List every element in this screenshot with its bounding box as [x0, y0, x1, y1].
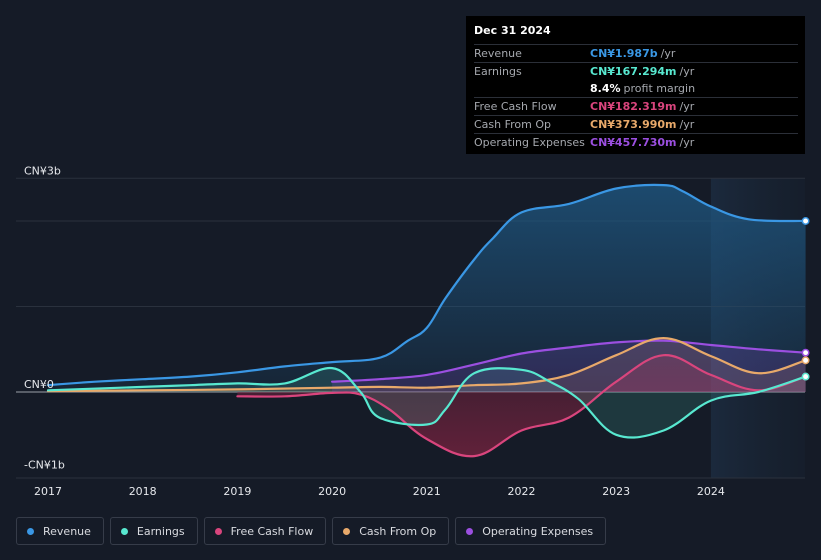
x-tick-label: 2020 [318, 485, 346, 498]
operating-expenses-end-marker [801, 348, 810, 357]
revenue-end-marker [801, 217, 810, 225]
tooltip-value: CN¥167.294m [590, 65, 677, 78]
earnings-line [46, 366, 807, 439]
legend-item-revenue[interactable]: Revenue [16, 517, 104, 545]
tooltip-row-operating-expenses: Operating Expenses CN¥457.730m /yr [474, 133, 798, 151]
chart: CN¥3b CN¥0 -CN¥1b 2017 2018 2019 2020 2021 2022 2… [16, 164, 810, 498]
legend-dot-icon [120, 527, 128, 535]
tooltip-unit: /yr [660, 47, 676, 60]
x-tick-label: 2017 [34, 485, 62, 498]
earnings-area [48, 367, 806, 438]
free-cash-flow-line [236, 354, 807, 458]
operating-expenses-area [332, 340, 806, 392]
legend-label: Earnings [136, 524, 185, 538]
tooltip-row-cash-from-op: Cash From Op CN¥373.990m /yr [474, 115, 798, 133]
tooltip-row-revenue: Revenue CN¥1.987b /yr [474, 44, 798, 62]
tooltip-unit: /yr [679, 118, 695, 131]
tooltip-value: CN¥1.987b [590, 47, 658, 60]
x-tick-label: 2024 [697, 485, 725, 498]
earnings-end-marker [801, 372, 810, 381]
tooltip-row-earnings: Earnings CN¥167.294m /yr [474, 62, 798, 80]
x-tick-label: 2023 [602, 485, 630, 498]
legend-item-earnings[interactable]: Earnings [109, 517, 198, 545]
tooltip-label: Free Cash Flow [474, 100, 557, 113]
x-tick-label: 2021 [413, 485, 441, 498]
tooltip-label: Earnings [474, 65, 522, 78]
legend-dot-icon [27, 527, 34, 535]
legend-dot-icon [343, 527, 351, 535]
tooltip-date: Dec 31 2024 [474, 24, 551, 37]
tooltip-label: Operating Expenses [474, 136, 585, 149]
x-tick-label: 2019 [223, 485, 251, 498]
tooltip-unit: /yr [679, 136, 695, 149]
y-tick-label: CN¥3b [24, 164, 61, 177]
y-tick-label: -CN¥1b [24, 459, 65, 472]
y-tick-label: CN¥0 [24, 378, 54, 391]
profit-margin-value: 8.4% [590, 82, 621, 95]
x-tick-label: 2022 [508, 485, 536, 498]
tooltip-panel: Dec 31 2024 Revenue CN¥1.987b /yr Earnin… [466, 16, 805, 154]
tooltip-label: Revenue [474, 47, 522, 60]
legend-item-cash-from-op[interactable]: Cash From Op [332, 517, 450, 545]
tooltip-label: Cash From Op [474, 118, 552, 131]
legend-label: Operating Expenses [482, 524, 594, 538]
profit-margin-label: profit margin [623, 82, 696, 95]
legend-dot-icon [214, 527, 222, 535]
cash-from-op-line [46, 336, 807, 393]
legend: Revenue Earnings Free Cash Flow Cash Fro… [16, 517, 612, 547]
legend-item-operating-expenses[interactable]: Operating Expenses [455, 517, 607, 545]
revenue-area [48, 184, 806, 392]
free-cash-flow-area [237, 355, 806, 457]
x-tick-label: 2018 [129, 485, 157, 498]
tooltip-unit: /yr [679, 65, 695, 78]
tooltip-value: CN¥182.319m [590, 100, 677, 113]
cash-from-op-end-marker [801, 356, 810, 365]
cash-from-op-area [48, 338, 806, 392]
legend-label: Cash From Op [359, 524, 437, 538]
legend-label: Revenue [43, 524, 91, 538]
tooltip-row-free-cash-flow: Free Cash Flow CN¥182.319m /yr [474, 97, 798, 115]
legend-dot-icon [466, 527, 474, 535]
operating-expenses-line [331, 339, 807, 383]
legend-item-free-cash-flow[interactable]: Free Cash Flow [203, 517, 327, 545]
revenue-line [46, 183, 807, 387]
tooltip-row-margin: 8.4% profit margin [474, 80, 798, 97]
tooltip-unit: /yr [679, 100, 695, 113]
tooltip-value: CN¥373.990m [590, 118, 677, 131]
tooltip-value: CN¥457.730m [590, 136, 677, 149]
legend-label: Free Cash Flow [230, 524, 314, 538]
